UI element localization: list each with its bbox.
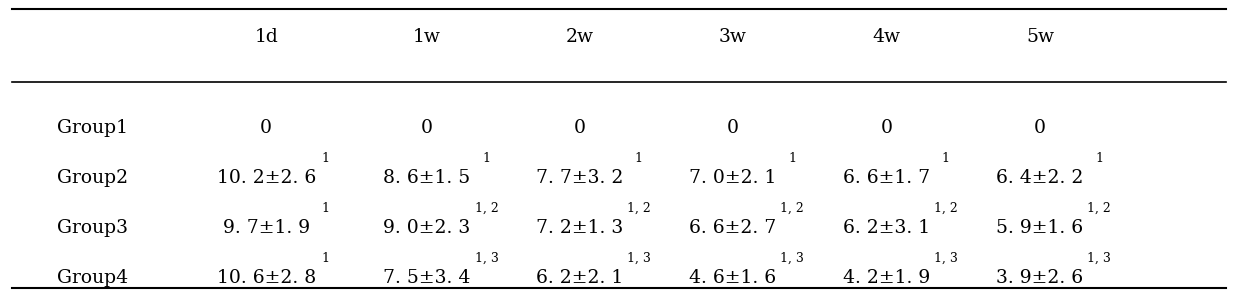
Text: 8. 6±1. 5: 8. 6±1. 5 — [384, 169, 470, 187]
Text: 1, 2: 1, 2 — [780, 202, 805, 215]
Text: 1, 3: 1, 3 — [626, 252, 651, 265]
Text: 6. 2±3. 1: 6. 2±3. 1 — [843, 219, 930, 237]
Text: 1: 1 — [322, 202, 329, 215]
Text: 10. 6±2. 8: 10. 6±2. 8 — [217, 269, 316, 287]
Text: 7. 5±3. 4: 7. 5±3. 4 — [384, 269, 470, 287]
Text: 4w: 4w — [873, 28, 900, 46]
Text: 4. 6±1. 6: 4. 6±1. 6 — [690, 269, 776, 287]
Text: 1w: 1w — [413, 28, 441, 46]
Text: 0: 0 — [727, 119, 739, 137]
Text: 1, 2: 1, 2 — [474, 202, 499, 215]
Text: 7. 0±2. 1: 7. 0±2. 1 — [690, 169, 776, 187]
Text: 1: 1 — [483, 152, 490, 165]
Text: 1d: 1d — [254, 28, 279, 46]
Text: 1, 2: 1, 2 — [933, 202, 958, 215]
Text: 1: 1 — [322, 252, 329, 265]
Text: 0: 0 — [421, 119, 433, 137]
Text: 1, 3: 1, 3 — [780, 252, 805, 265]
Text: Group3: Group3 — [57, 219, 129, 237]
Text: 1, 3: 1, 3 — [1087, 252, 1112, 265]
Text: 1, 3: 1, 3 — [933, 252, 958, 265]
Text: 1: 1 — [942, 152, 950, 165]
Text: 7. 7±3. 2: 7. 7±3. 2 — [536, 169, 623, 187]
Text: 1: 1 — [1096, 152, 1103, 165]
Text: 5w: 5w — [1026, 28, 1054, 46]
Text: 6. 4±2. 2: 6. 4±2. 2 — [997, 169, 1083, 187]
Text: 1, 2: 1, 2 — [626, 202, 651, 215]
Text: 0: 0 — [1034, 119, 1046, 137]
Text: 6. 6±1. 7: 6. 6±1. 7 — [843, 169, 930, 187]
Text: 2w: 2w — [566, 28, 593, 46]
Text: 6. 2±2. 1: 6. 2±2. 1 — [536, 269, 623, 287]
Text: 7. 2±1. 3: 7. 2±1. 3 — [536, 219, 623, 237]
Text: 9. 7±1. 9: 9. 7±1. 9 — [223, 219, 310, 237]
Text: 1: 1 — [789, 152, 796, 165]
Text: 6. 6±2. 7: 6. 6±2. 7 — [690, 219, 776, 237]
Text: 1, 2: 1, 2 — [1087, 202, 1112, 215]
Text: 10. 2±2. 6: 10. 2±2. 6 — [217, 169, 316, 187]
Text: Group2: Group2 — [57, 169, 129, 187]
Text: Group4: Group4 — [57, 269, 129, 287]
Text: 9. 0±2. 3: 9. 0±2. 3 — [384, 219, 470, 237]
Text: 0: 0 — [260, 119, 272, 137]
Text: 4. 2±1. 9: 4. 2±1. 9 — [843, 269, 930, 287]
Text: Group1: Group1 — [57, 119, 129, 137]
Text: 1, 3: 1, 3 — [474, 252, 499, 265]
Text: 3. 9±2. 6: 3. 9±2. 6 — [997, 269, 1083, 287]
Text: 1: 1 — [322, 152, 329, 165]
Text: 0: 0 — [573, 119, 586, 137]
Text: 3w: 3w — [719, 28, 747, 46]
Text: 1: 1 — [635, 152, 643, 165]
Text: 0: 0 — [880, 119, 893, 137]
Text: 5. 9±1. 6: 5. 9±1. 6 — [997, 219, 1083, 237]
